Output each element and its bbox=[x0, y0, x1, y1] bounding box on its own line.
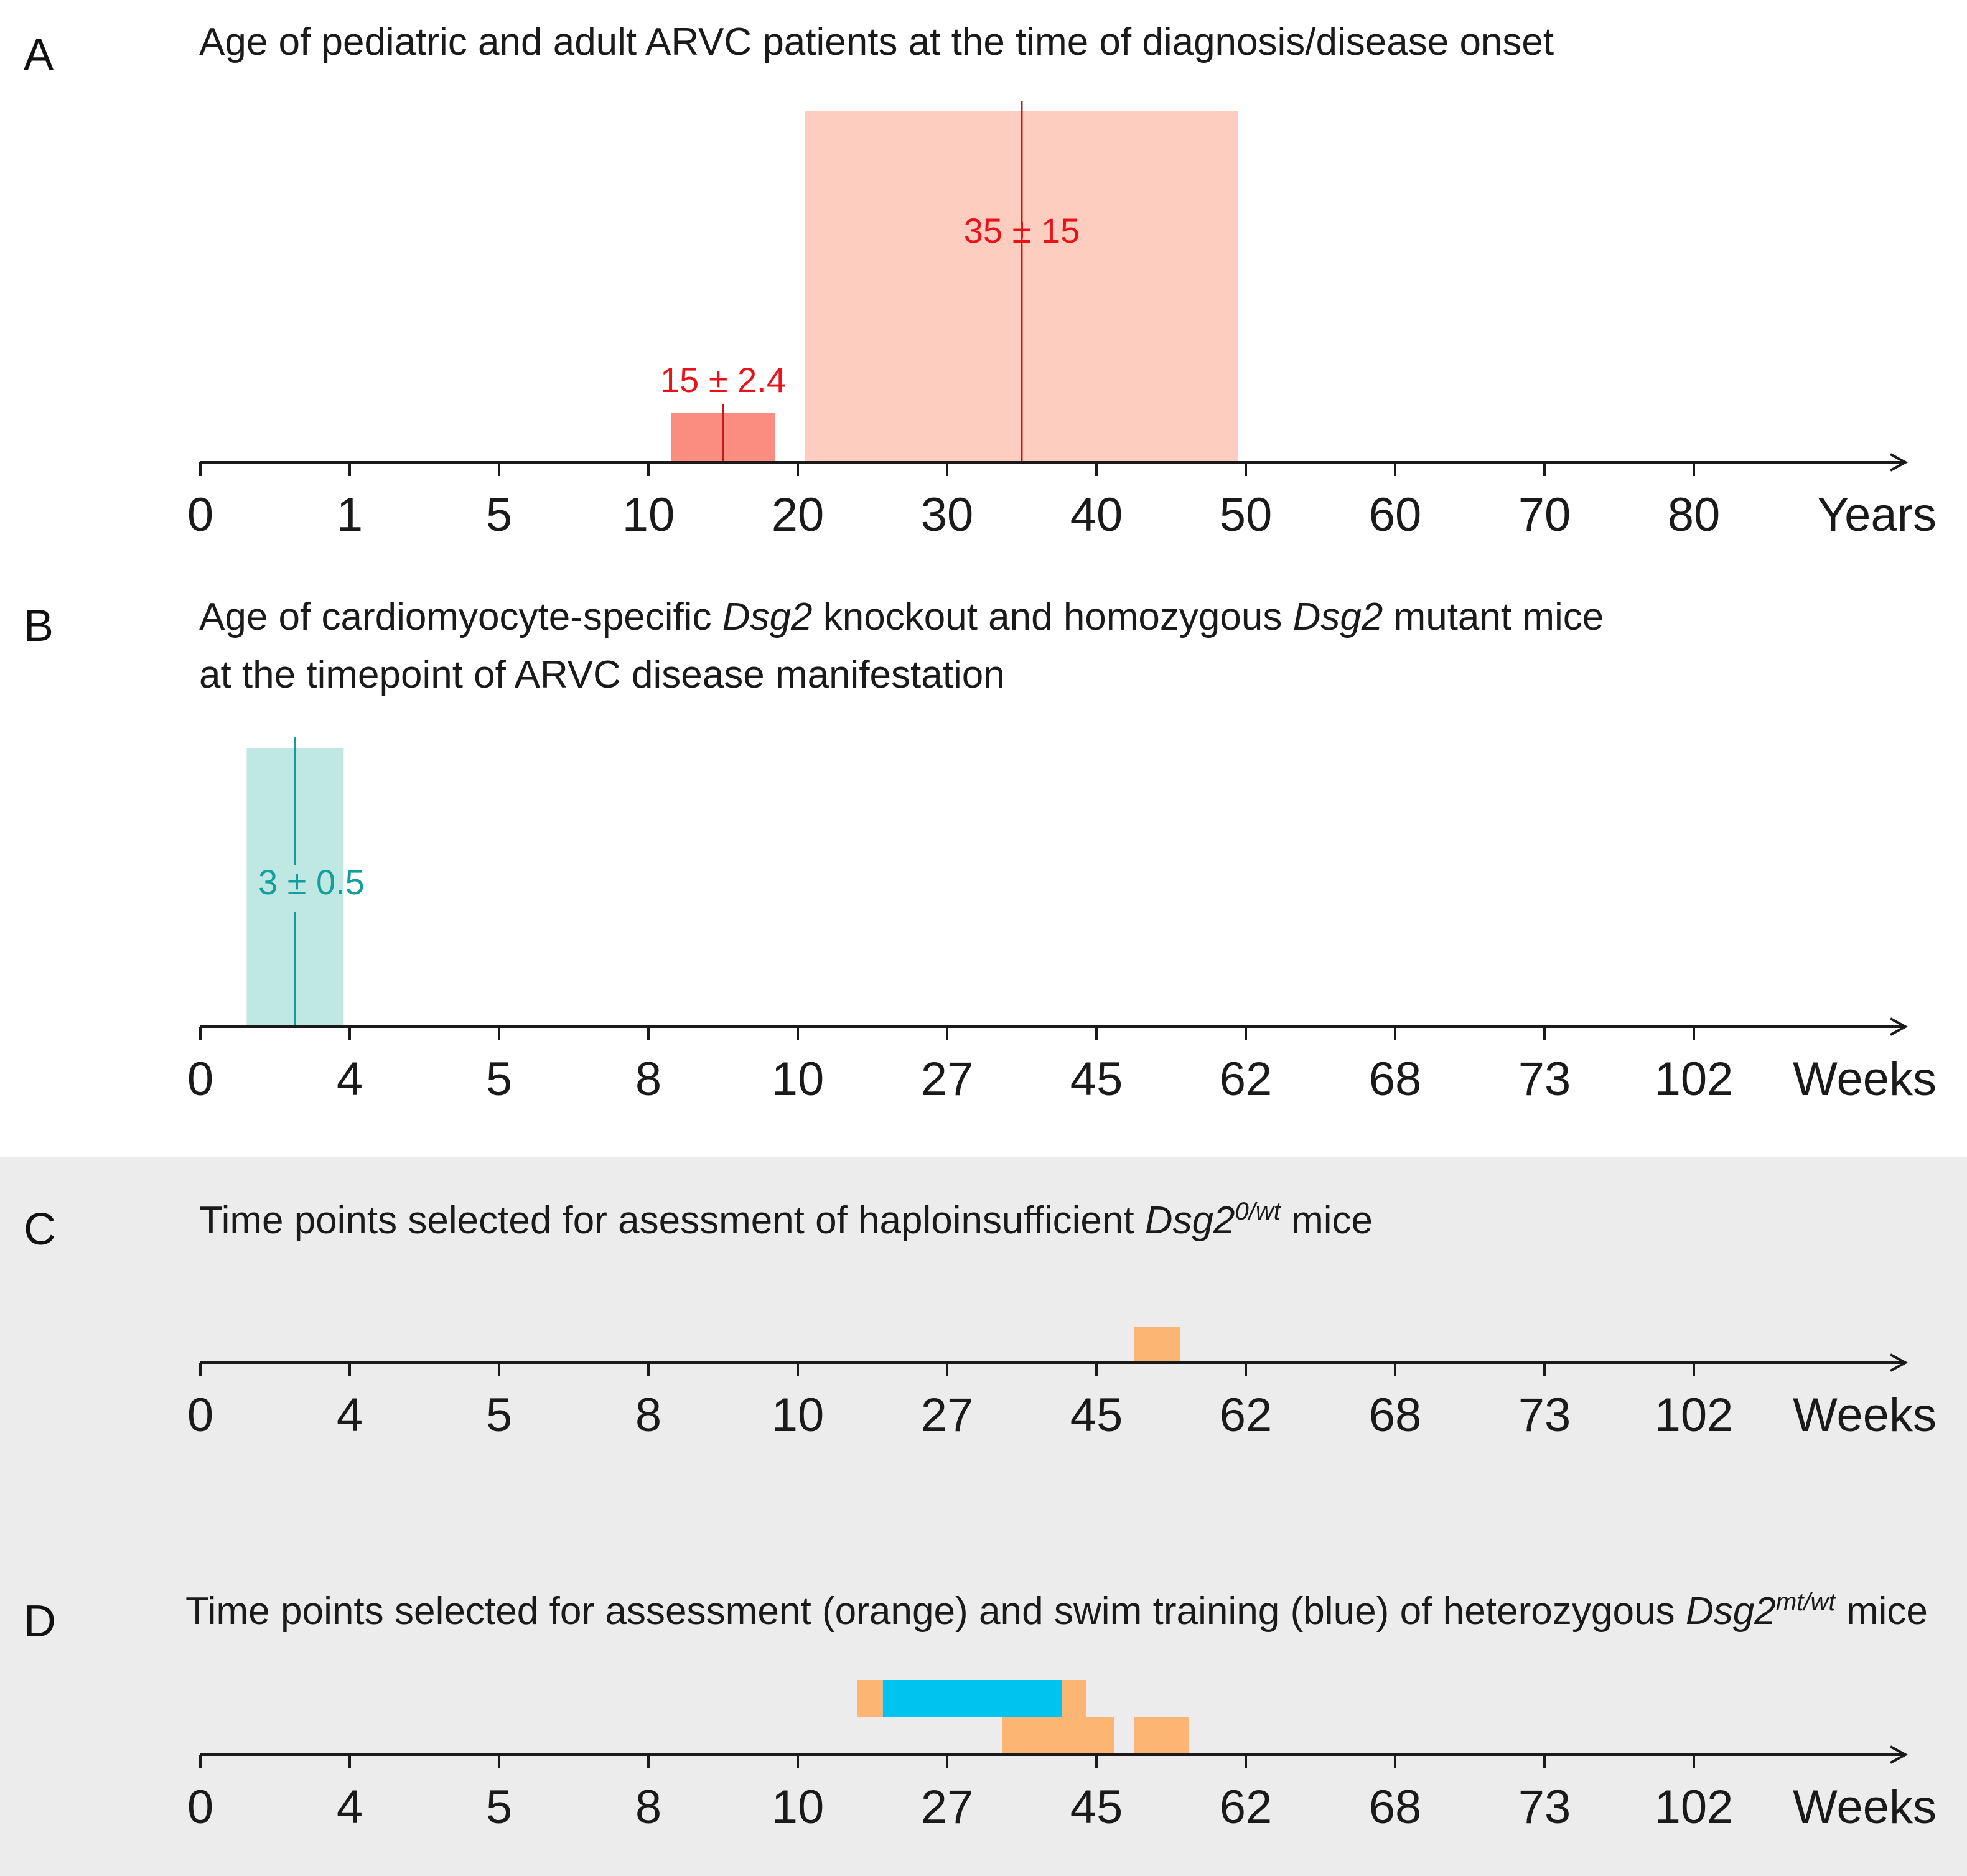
title-segment: knockout and homozygous bbox=[813, 595, 1293, 638]
panel-d-title: Time points selected for assessment (ora… bbox=[185, 1589, 1928, 1633]
tick-label: 20 bbox=[772, 488, 825, 541]
tick-label: 73 bbox=[1518, 1053, 1571, 1106]
title-segment: Time points selected for assessment (ora… bbox=[185, 1590, 1686, 1633]
tick-label: 5 bbox=[486, 1053, 512, 1106]
tick-label: 62 bbox=[1220, 1781, 1273, 1834]
tick-label: 30 bbox=[921, 488, 974, 541]
axis-unit-label: Weeks bbox=[1793, 1053, 1937, 1106]
tick-label: 8 bbox=[635, 1053, 661, 1106]
tick-label: 5 bbox=[486, 1781, 512, 1834]
panel-a-title: Age of pediatric and adult ARVC patients… bbox=[199, 21, 1554, 63]
panel-c: C Time points selected for asessment of … bbox=[24, 1198, 1937, 1442]
tick-label: 27 bbox=[921, 1389, 974, 1442]
tick-label: 70 bbox=[1518, 488, 1571, 541]
tick-label: 10 bbox=[772, 1389, 825, 1442]
tick-label: 10 bbox=[772, 1781, 825, 1834]
tick-label: 4 bbox=[337, 1781, 363, 1834]
title-segment: Dsg2 bbox=[1293, 595, 1383, 638]
tick-label: 80 bbox=[1668, 488, 1721, 541]
panel-c-title: Time points selected for asessment of ha… bbox=[199, 1198, 1373, 1242]
tick-label: 10 bbox=[772, 1053, 825, 1106]
tick-label: 60 bbox=[1369, 488, 1422, 541]
years-axis-arrowhead bbox=[1890, 453, 1909, 472]
tick-label: 50 bbox=[1220, 488, 1273, 541]
panel-c-axis: 0 4 5 8 10 27 45 62 68 73 102 Weeks bbox=[187, 1353, 1937, 1442]
panel-b-axis: 0 4 5 8 10 27 45 62 68 73 102 Weeks bbox=[187, 1017, 1937, 1106]
bar-assessment bbox=[1134, 1717, 1189, 1755]
tick-label: 8 bbox=[635, 1389, 661, 1442]
tick-label: 27 bbox=[921, 1053, 974, 1106]
panel-a: A Age of pediatric and adult ARVC patien… bbox=[24, 21, 1937, 541]
bar-assessment bbox=[1134, 1327, 1180, 1363]
tick-label: 0 bbox=[187, 1053, 213, 1106]
tick-label: 102 bbox=[1655, 1053, 1734, 1106]
panel-b-title-line2: at the timepoint of ARVC disease manifes… bbox=[199, 653, 1005, 696]
title-segment: Time points selected for asessment of ha… bbox=[199, 1199, 1145, 1242]
bar-label-knockout-mice: 3 ± 0.5 bbox=[258, 862, 365, 902]
title-segment: mt/wt bbox=[1776, 1589, 1837, 1616]
panel-d-bars bbox=[857, 1680, 1189, 1755]
panel-a-bars: 15 ± 2.4 35 ± 15 bbox=[660, 101, 1238, 462]
panel-c-letter: C bbox=[24, 1205, 56, 1254]
tick-label: 102 bbox=[1655, 1389, 1734, 1442]
tick-label: 5 bbox=[486, 1389, 512, 1442]
bar-assessment bbox=[857, 1680, 883, 1717]
axis-unit-label: Weeks bbox=[1793, 1389, 1937, 1442]
panel-b-letter: B bbox=[24, 601, 54, 651]
weeks-b-axis-arrowhead bbox=[1890, 1017, 1909, 1036]
axis-unit-label: Weeks bbox=[1793, 1781, 1937, 1834]
tick-label: 0 bbox=[187, 1781, 213, 1834]
panel-d-axis: 0 4 5 8 10 27 45 62 68 73 102 Weeks bbox=[187, 1745, 1937, 1834]
tick-label: 1 bbox=[337, 488, 363, 541]
tick-label: 73 bbox=[1518, 1781, 1571, 1834]
tick-label: 40 bbox=[1070, 488, 1123, 541]
axis-unit-label: Years bbox=[1817, 488, 1937, 541]
tick-label: 45 bbox=[1070, 1053, 1123, 1106]
tick-label: 102 bbox=[1655, 1781, 1734, 1834]
bar-label-pediatric: 15 ± 2.4 bbox=[660, 360, 786, 399]
bar-label-adult: 35 ± 15 bbox=[964, 211, 1080, 250]
bar-assessment bbox=[1002, 1717, 1114, 1755]
panel-b-title: Age of cardiomyocyte-specific Dsg2 knock… bbox=[199, 595, 1604, 638]
tick-label: 10 bbox=[622, 488, 675, 541]
panel-a-axis: 0 1 5 10 20 30 40 50 60 70 80 Years bbox=[187, 453, 1937, 541]
title-segment: Dsg2 bbox=[1686, 1590, 1776, 1633]
title-segment: mice bbox=[1281, 1199, 1373, 1242]
tick-label: 68 bbox=[1369, 1781, 1422, 1834]
title-segment: Age of cardiomyocyte-specific bbox=[199, 595, 722, 638]
bar-assessment bbox=[1062, 1680, 1086, 1717]
title-segment: Dsg2 bbox=[722, 595, 813, 638]
weeks-d-axis-arrowhead bbox=[1890, 1745, 1909, 1764]
bar-swim-training bbox=[882, 1680, 1062, 1717]
title-segment: mice bbox=[1836, 1590, 1928, 1633]
tick-label: 62 bbox=[1220, 1389, 1273, 1442]
weeks-c-axis-arrowhead bbox=[1890, 1353, 1909, 1372]
title-segment: Dsg2 bbox=[1145, 1199, 1235, 1242]
tick-label: 45 bbox=[1070, 1781, 1123, 1834]
tick-label: 4 bbox=[337, 1389, 363, 1442]
tick-label: 27 bbox=[921, 1781, 974, 1834]
panel-cd-background bbox=[0, 1157, 1967, 1876]
panel-b: B Age of cardiomyocyte-specific Dsg2 kno… bbox=[24, 595, 1937, 1106]
title-segment: 0/wt bbox=[1235, 1198, 1282, 1225]
title-segment: mutant mice bbox=[1383, 595, 1604, 638]
tick-label: 5 bbox=[486, 488, 512, 541]
tick-label: 68 bbox=[1369, 1389, 1422, 1442]
panel-d-letter: D bbox=[24, 1597, 56, 1646]
tick-label: 45 bbox=[1070, 1389, 1123, 1442]
tick-label: 0 bbox=[187, 1389, 213, 1442]
panel-c-bars bbox=[1134, 1327, 1180, 1363]
tick-label: 0 bbox=[187, 488, 213, 541]
panel-d: D Time points selected for assessment (o… bbox=[24, 1589, 1937, 1834]
tick-label: 68 bbox=[1369, 1053, 1422, 1106]
panel-a-letter: A bbox=[24, 30, 54, 80]
tick-label: 4 bbox=[337, 1053, 363, 1106]
panel-b-bars: 3 ± 0.5 bbox=[246, 737, 365, 1027]
tick-label: 62 bbox=[1220, 1053, 1273, 1106]
tick-label: 73 bbox=[1518, 1389, 1571, 1442]
tick-label: 8 bbox=[635, 1781, 661, 1834]
